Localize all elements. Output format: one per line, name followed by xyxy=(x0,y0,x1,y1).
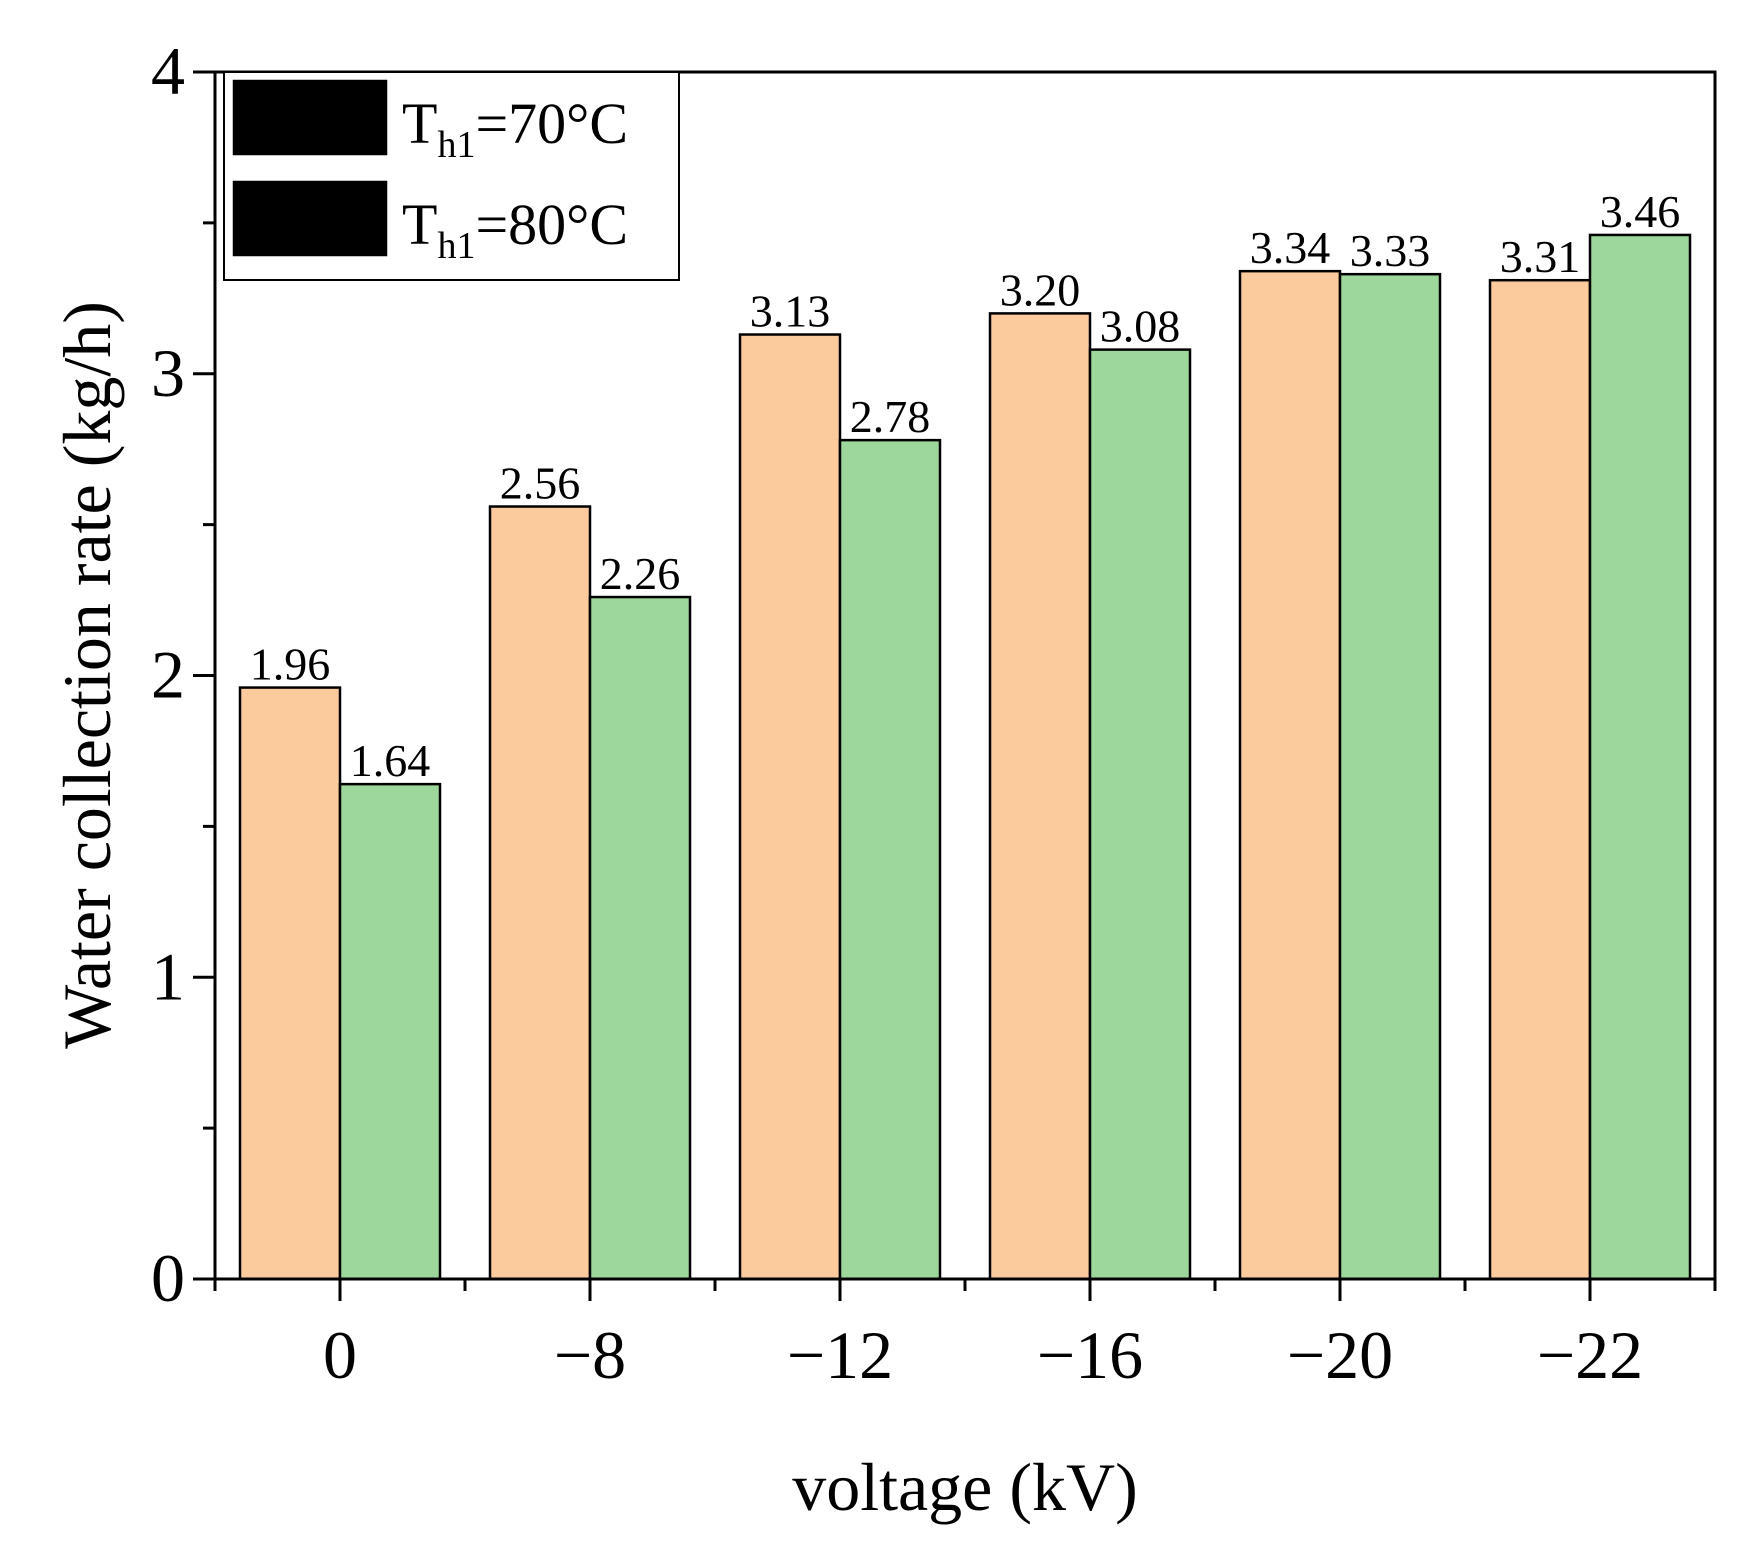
bar-series1-cat2 xyxy=(488,505,592,1281)
data-label-series1-cat3: 3.13 xyxy=(750,286,831,337)
data-label-series2-cat5: 3.33 xyxy=(1350,225,1431,276)
bars xyxy=(238,233,1692,1281)
bar-series2-cat4 xyxy=(1088,348,1192,1281)
ticks: 0 1 2 3 4 0 −8 −12 −16 −20 −22 xyxy=(151,33,1717,1393)
data-label-series1-cat5: 3.34 xyxy=(1250,222,1331,273)
data-label-series2-cat2: 2.26 xyxy=(600,548,681,599)
y-tick-label: 0 xyxy=(151,1240,185,1316)
bar-series2-cat2 xyxy=(588,595,692,1281)
data-label-series2-cat6: 3.46 xyxy=(1600,186,1681,237)
x-tick-label: −16 xyxy=(1037,1317,1143,1393)
legend: Th1=70°C Th1=80°C xyxy=(223,71,680,281)
y-tick-label: 4 xyxy=(151,33,185,109)
y-tick-label: 1 xyxy=(151,938,185,1014)
legend-swatch-80c xyxy=(232,180,388,257)
bar-series1-cat4 xyxy=(988,312,1092,1281)
y-tick-label: 2 xyxy=(151,637,185,713)
data-label-series1-cat1: 1.96 xyxy=(250,639,331,690)
bar-series2-cat6 xyxy=(1588,233,1692,1281)
legend-swatch-70c xyxy=(232,79,388,156)
x-axis-title: voltage (kV) xyxy=(792,1449,1138,1525)
bar-series2-cat1 xyxy=(338,782,442,1281)
legend-label-70c: Th1=70°C xyxy=(402,91,628,166)
data-label-series1-cat4: 3.20 xyxy=(1000,264,1081,315)
bar-series1-cat3 xyxy=(738,333,842,1281)
x-tick-label: −20 xyxy=(1287,1317,1393,1393)
bar-series1-cat1 xyxy=(238,686,342,1281)
data-label-series2-cat3: 2.78 xyxy=(850,391,931,442)
legend-label-80c: Th1=80°C xyxy=(402,192,628,267)
bar-series2-cat3 xyxy=(838,438,942,1281)
bar-series2-cat5 xyxy=(1338,272,1442,1281)
data-label-series1-cat6: 3.31 xyxy=(1500,231,1581,282)
data-label-series1-cat2: 2.56 xyxy=(500,458,581,509)
data-label-series2-cat4: 3.08 xyxy=(1100,301,1181,352)
y-axis-title: Water collection rate (kg/h) xyxy=(49,301,125,1049)
x-tick-label: 0 xyxy=(323,1317,357,1393)
x-tick-label: −12 xyxy=(787,1317,893,1393)
x-tick-label: −22 xyxy=(1537,1317,1643,1393)
y-tick-label: 3 xyxy=(151,335,185,411)
data-label-series2-cat1: 1.64 xyxy=(350,735,431,786)
x-tick-label: −8 xyxy=(554,1317,626,1393)
bar-series1-cat6 xyxy=(1488,278,1592,1281)
data-labels: 1.96 1.64 2.56 2.26 3.13 2.78 3.20 3.08 3.34 3.33… xyxy=(250,186,1681,786)
bar-series1-cat5 xyxy=(1238,269,1342,1281)
